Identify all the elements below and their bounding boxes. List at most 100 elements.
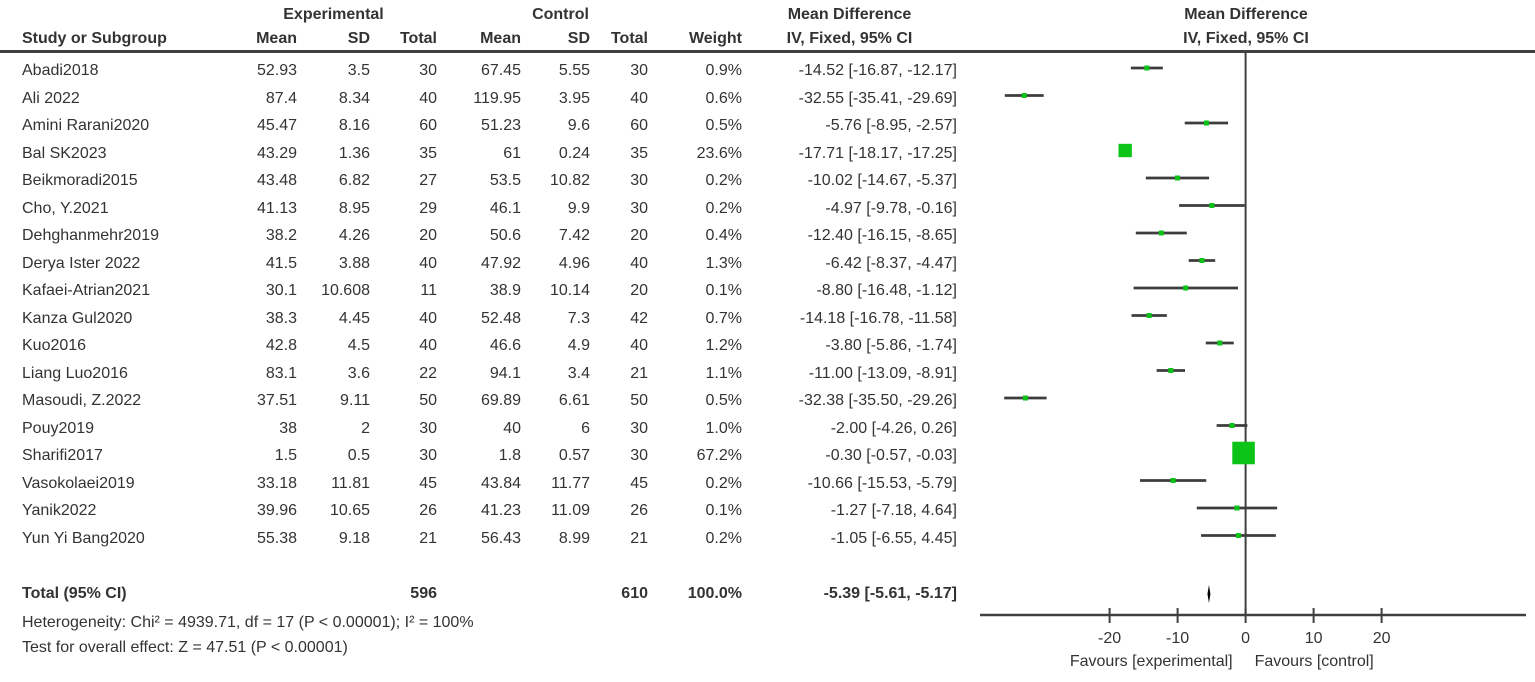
study-mean2: 46.1 [489,199,521,217]
study-ci: -10.02 [-14.67, -5.37] [807,172,957,190]
total-exp-n: 596 [410,585,437,602]
study-weight: 0.5% [705,392,742,410]
study-mean2: 46.6 [489,337,521,355]
study-n2: 30 [630,62,648,80]
study-sd2: 3.95 [558,89,590,107]
study-weight: 1.2% [705,337,742,355]
effect-square [1174,175,1180,181]
study-mean2: 53.5 [489,172,521,190]
study-mean2: 119.95 [473,89,521,107]
study-weight: 0.5% [705,117,742,135]
group-header-mean-difference-plot: Mean Difference [1184,6,1308,23]
study-row: Yun Yi Bang2020 55.38 9.18 21 56.43 8.99 21 0.2… [0,525,957,553]
study-n1: 60 [419,117,437,135]
study-name: Derya Ister 2022 [22,254,141,272]
study-n2: 20 [630,227,648,245]
study-mean2: 51.23 [480,117,521,135]
study-n1: 11 [420,282,437,300]
study-n1: 22 [419,364,437,382]
study-name: Yun Yi Bang2020 [22,529,145,547]
study-mean2: 52.48 [480,309,521,327]
effect-square [1229,423,1235,428]
study-n1: 27 [419,172,437,190]
study-ci: -14.52 [-16.87, -12.17] [798,62,957,80]
study-n1: 40 [419,337,437,355]
study-name: Liang Luo2016 [22,364,128,382]
study-sd1: 10.608 [321,282,370,300]
study-sd1: 6.82 [338,172,370,190]
study-sd2: 4.96 [558,254,590,272]
study-row: Vasokolaei2019 33.18 11.81 45 43.84 11.77 45 0.… [0,470,957,498]
study-mean1: 41.5 [265,254,297,272]
column-header-total-ctrl: Total [610,30,648,47]
study-row: Kanza Gul2020 38.3 4.45 40 52.48 7.3 42 0.7% -14… [0,305,957,333]
study-name: Ali 2022 [22,89,80,107]
total-ci: -5.39 [-5.61, -5.17] [823,585,957,602]
study-ci: -1.05 [-6.55, 4.45] [830,529,957,547]
study-weight: 1.0% [705,419,742,437]
study-ci: -10.66 [-15.53, -5.79] [807,474,957,492]
study-ci: -1.27 [-7.18, 4.64] [830,502,957,520]
study-row: Kuo2016 42.8 4.5 40 46.6 4.9 40 1.2% -3.80 [-5.8… [0,332,957,360]
column-header-mean-exp: Mean [256,30,297,47]
study-name: Amini Rarani2020 [22,117,150,135]
study-sd1: 4.45 [338,309,370,327]
effect-square [1183,285,1189,291]
study-weight: 1.1% [705,364,742,382]
axis-tick-label: -10 [1166,630,1189,647]
study-sd2: 6.61 [558,392,590,410]
study-row: Ali 2022 87.4 8.34 40 119.95 3.95 40 0.6% -32.55… [0,85,957,113]
study-n1: 29 [419,199,437,217]
favours-right-label: Favours [control] [1255,653,1374,670]
study-row: Dehghanmehr2019 38.2 4.26 20 50.6 7.42 20 0.4% -… [0,222,957,250]
study-name: Masoudi, Z.2022 [22,392,142,410]
study-n2: 60 [630,117,648,135]
study-n1: 20 [419,227,437,245]
study-sd1: 0.5 [347,447,370,465]
study-n2: 30 [630,419,648,437]
study-n2: 20 [630,282,648,300]
effect-square [1232,441,1255,465]
study-row: Pouy2019 38 2 30 40 6 30 1.0% -2.00 [-4.26, 0.26… [0,415,957,443]
study-mean1: 1.5 [274,447,297,465]
effect-square [1022,395,1028,401]
study-n2: 21 [630,529,648,547]
effect-square [1170,478,1176,483]
study-mean2: 41.23 [480,502,521,520]
study-sd1: 8.34 [338,89,370,107]
study-row: Cho, Y.2021 41.13 8.95 29 46.1 9.9 30 0.2% -4.97… [0,195,957,223]
study-mean1: 41.13 [256,199,297,217]
study-ci: -8.80 [-16.48, -1.12] [816,282,957,300]
study-name: Kanza Gul2020 [22,309,133,327]
study-ci: -6.42 [-8.37, -4.47] [825,254,957,272]
study-n2: 40 [630,337,648,355]
study-mean2: 40 [503,419,521,437]
study-row: Derya Ister 2022 41.5 3.88 40 47.92 4.96 40 1.3… [0,250,957,278]
study-mean1: 37.51 [256,392,297,410]
study-ci: -4.97 [-9.78, -0.16] [825,199,957,217]
effect-square [1168,368,1174,373]
study-n2: 50 [630,392,648,410]
study-weight: 0.4% [705,227,742,245]
study-sd2: 11.09 [551,502,590,520]
study-row: Amini Rarani2020 45.47 8.16 60 51.23 9.6 60 0.5… [0,112,957,140]
study-name: Beikmoradi2015 [22,172,138,190]
study-sd1: 4.26 [338,227,370,245]
study-mean1: 30.1 [265,282,297,300]
header-divider [0,50,1535,53]
study-mean2: 56.43 [480,529,521,547]
column-header-mean-ctrl: Mean [480,30,521,47]
study-ci: -32.55 [-35.41, -29.69] [798,89,957,107]
study-n2: 40 [630,89,648,107]
study-ci: -2.00 [-4.26, 0.26] [830,419,957,437]
study-sd2: 0.24 [558,144,590,162]
heterogeneity-stats: Heterogeneity: Chi² = 4939.71, df = 17 (… [22,614,474,631]
study-row: Sharifi2017 1.5 0.5 30 1.8 0.57 30 67.2% -0.30 [… [0,442,957,470]
study-sd2: 7.3 [567,309,590,327]
study-n2: 42 [630,309,648,327]
effect-square [1234,505,1240,511]
study-sd2: 6 [581,419,590,437]
study-sd1: 3.5 [347,62,370,80]
study-mean1: 52.93 [256,62,297,80]
